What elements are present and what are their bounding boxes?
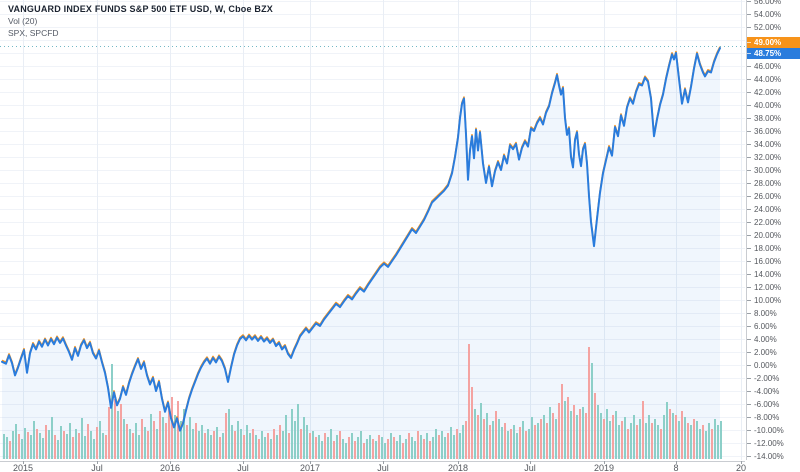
price-axis-label: 52.00% [747, 23, 800, 32]
time-axis-label: Jul [377, 463, 389, 472]
time-axis-tick [383, 461, 384, 464]
axis-corner [746, 461, 800, 472]
price-axis-label: 2.00% [747, 348, 800, 357]
time-axis-label: 8 [673, 463, 679, 472]
legend-compare-symbols[interactable]: SPX, SPCFD [8, 28, 59, 38]
time-axis-label: 20 [735, 463, 747, 472]
price-axis-label: 12.00% [747, 283, 800, 292]
time-axis-tick [310, 461, 311, 464]
price-axis-label: -14.00% [747, 452, 800, 460]
time-axis-label: 2018 [447, 463, 469, 472]
time-axis-label: 2016 [159, 463, 181, 472]
time-axis-label: Jul [91, 463, 103, 472]
axis-tick [747, 53, 751, 54]
price-axis-label: 18.00% [747, 244, 800, 253]
price-axis-label: 8.00% [747, 309, 800, 318]
price-line-voo [1, 47, 721, 432]
price-axis-label: 30.00% [747, 166, 800, 175]
price-axis-label: 38.00% [747, 114, 800, 123]
time-axis-tick [604, 461, 605, 464]
legend-volume-indicator[interactable]: Vol (20) [8, 16, 38, 26]
price-axis-label: 34.00% [747, 140, 800, 149]
price-axis-label: 26.00% [747, 192, 800, 201]
price-axis[interactable]: 49.00% 48.75% 56.00%54.00%52.00%50.00%48… [746, 0, 800, 460]
time-axis-tick [458, 461, 459, 464]
price-axis-label: -12.00% [747, 439, 800, 448]
last-price-value-voo: 48.75% [754, 49, 782, 58]
price-axis-label: -10.00% [747, 426, 800, 435]
time-axis-tick [23, 461, 24, 464]
time-axis-tick [741, 461, 742, 464]
grid-lines [0, 0, 745, 460]
time-axis-label: 2019 [593, 463, 615, 472]
price-axis-label: -2.00% [747, 374, 800, 383]
price-axis-label: 42.00% [747, 88, 800, 97]
price-axis-label: 32.00% [747, 153, 800, 162]
price-axis-label: 16.00% [747, 257, 800, 266]
price-axis-label: 36.00% [747, 127, 800, 136]
last-price-flag-voo[interactable]: 48.75% [747, 48, 800, 59]
price-axis-label: 28.00% [747, 179, 800, 188]
last-price-flag-spx[interactable]: 49.00% [747, 37, 800, 48]
time-axis-label: Jul [237, 463, 249, 472]
legend: VANGUARD INDEX FUNDS S&P 500 ETF USD, W,… [8, 4, 273, 39]
price-axis-label: 22.00% [747, 218, 800, 227]
price-axis-label: 46.00% [747, 62, 800, 71]
time-axis-label: Jul [524, 463, 536, 472]
time-axis-tick [170, 461, 171, 464]
price-axis-label: 4.00% [747, 335, 800, 344]
time-axis-label: 2015 [12, 463, 34, 472]
axis-tick [747, 42, 751, 43]
price-axis-label: -6.00% [747, 400, 800, 409]
price-axis-label: 14.00% [747, 270, 800, 279]
volume-bars [3, 344, 722, 459]
price-axis-label: 44.00% [747, 75, 800, 84]
price-axis-label: 40.00% [747, 101, 800, 110]
price-axis-label: 54.00% [747, 10, 800, 19]
price-axis-label: 10.00% [747, 296, 800, 305]
time-axis-label: 2017 [299, 463, 321, 472]
price-axis-label: 0.00% [747, 361, 800, 370]
time-axis-tick [530, 461, 531, 464]
price-axis-label: 6.00% [747, 322, 800, 331]
area-fill [2, 48, 720, 459]
last-price-value-spx: 49.00% [754, 38, 782, 47]
price-axis-label: 20.00% [747, 231, 800, 240]
price-axis-label: -8.00% [747, 413, 800, 422]
price-axis-label: 56.00% [747, 0, 800, 6]
symbol-title[interactable]: VANGUARD INDEX FUNDS S&P 500 ETF USD, W,… [8, 4, 273, 14]
price-axis-label: -4.00% [747, 387, 800, 396]
price-axis-label: 24.00% [747, 205, 800, 214]
time-axis-tick [243, 461, 244, 464]
time-axis[interactable]: 2015 Jul 2016 Jul 2017 Jul 2018 Jul 2019 8 20 [0, 461, 747, 472]
time-axis-tick [97, 461, 98, 464]
time-axis-tick [676, 461, 677, 464]
